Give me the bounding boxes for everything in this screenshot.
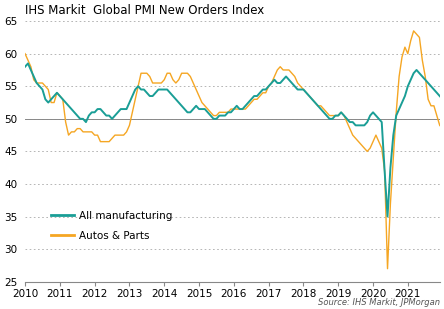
- Text: Source: IHS Markit, JPMorgan: Source: IHS Markit, JPMorgan: [317, 298, 440, 307]
- Text: IHS Markit  Global PMI New Orders Index: IHS Markit Global PMI New Orders Index: [25, 4, 264, 17]
- Legend: All manufacturing, Autos & Parts: All manufacturing, Autos & Parts: [47, 206, 177, 245]
